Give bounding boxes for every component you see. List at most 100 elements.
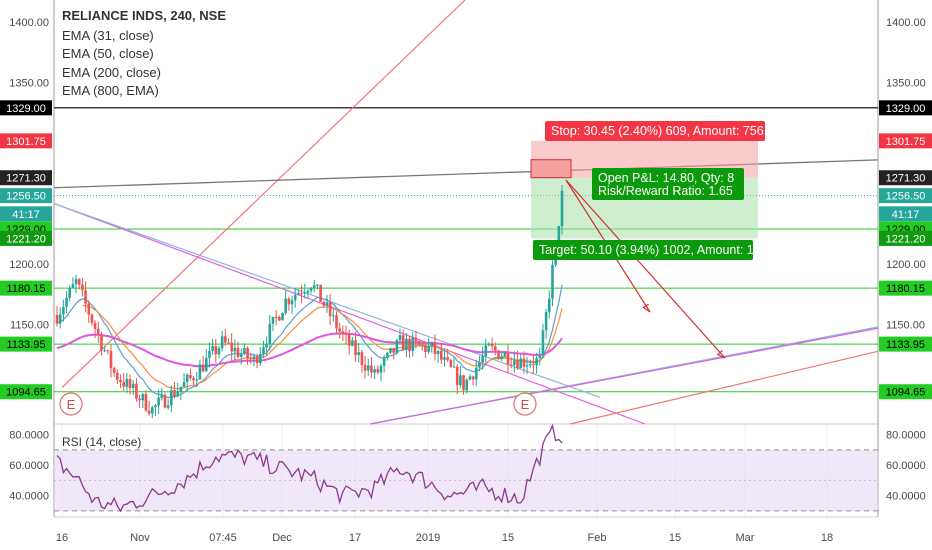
x-tick-label: 18 [821, 532, 833, 544]
candle-body [163, 394, 167, 408]
candle-body [312, 285, 316, 288]
trendline-magenta-down [53, 202, 646, 425]
candle-body [185, 374, 189, 382]
candle-body [220, 336, 224, 349]
candle-body [281, 313, 284, 321]
rsi-band [54, 449, 878, 512]
candle-body [87, 303, 91, 315]
candle-body [484, 345, 488, 357]
candle-body [478, 362, 481, 368]
candle-body [144, 393, 148, 411]
candle-body [341, 331, 345, 334]
rsi-tick-left: 60.0000 [9, 460, 49, 472]
legend-ema-50: EMA (50, close) [62, 46, 154, 61]
horizontal-levels [54, 107, 878, 393]
price-tag-right [879, 280, 932, 296]
candle-body [65, 297, 68, 307]
candle-body [541, 330, 545, 356]
price-tick-right: 1150.00 [886, 320, 925, 332]
price-tag-left-label: 1271.30 [6, 173, 46, 185]
price-tag-right [879, 206, 932, 222]
candle-body [77, 279, 81, 285]
stop-label-box-text: Stop: 30.45 (2.40%) 609, Amount: 756.4 [551, 124, 774, 138]
candle-body [208, 350, 211, 358]
rsi-tick-left: 80.0000 [9, 430, 49, 442]
rsi-tick-right: 40.0000 [886, 491, 926, 503]
price-tag-right-label: 1221.20 [886, 233, 926, 245]
candle-body [81, 284, 84, 291]
target-label-box-text: Target: 50.10 (3.94%) 1002, Amount: 1400… [539, 243, 785, 257]
stop-label-box [545, 121, 765, 141]
candle-body [182, 381, 186, 387]
candle-body [557, 226, 561, 240]
price-tag-right [879, 336, 932, 352]
candle-body [535, 357, 538, 366]
candle-body [170, 390, 173, 406]
candle-body [157, 397, 160, 406]
legend-ema-800: EMA (800, EMA) [62, 83, 159, 98]
ema-50-line [82, 304, 563, 390]
candle-body [347, 334, 351, 346]
rsi-label: RSI (14, close) [62, 435, 141, 449]
candle-body [525, 365, 529, 367]
candle-body [436, 350, 440, 355]
candle-body [300, 293, 303, 295]
candle-body [278, 316, 281, 321]
candle-body [468, 376, 472, 380]
candle-body [344, 333, 348, 335]
candle-body [303, 292, 307, 294]
candle-body [316, 284, 319, 286]
price-tag-left-label: 1301.75 [6, 136, 46, 148]
candle-body [446, 357, 449, 361]
candle-body [322, 301, 326, 306]
earnings-marker-label: E [67, 397, 76, 412]
arrow-to-trendline-head [716, 349, 726, 359]
candle-body [255, 356, 259, 363]
candle-body [160, 394, 164, 398]
candle-body [395, 340, 399, 353]
price-tag-left [0, 188, 52, 204]
candle-body [306, 290, 310, 293]
candle-body [262, 347, 265, 354]
price-tag-left-label: 1180.15 [7, 283, 46, 295]
candle-body [509, 364, 513, 366]
candle-body [201, 364, 205, 372]
price-tag-right-label: 1301.75 [886, 136, 926, 148]
candle-body [471, 376, 475, 380]
candle-body [465, 379, 469, 391]
candlesticks [55, 184, 564, 419]
candle-body [119, 379, 122, 383]
arrow-to-trendline [565, 179, 726, 359]
candle-body [125, 379, 129, 387]
candle-body [494, 346, 497, 351]
candle-body [189, 374, 192, 379]
candle-body [490, 343, 494, 347]
pnl-box-text: Open P&L: 14.80, Qty: 8 [598, 171, 734, 185]
price-tag-left [0, 384, 52, 400]
candle-body [173, 390, 176, 397]
candle-body [258, 353, 262, 363]
candle-body [325, 302, 329, 306]
candle-body [481, 356, 484, 363]
candle-body [71, 284, 75, 288]
pane-areas [53, 0, 879, 518]
candle-body [370, 365, 373, 373]
candle-body [405, 338, 408, 350]
candle-body [386, 352, 389, 358]
price-tag-left-label: 1256.50 [6, 191, 46, 203]
trendline-red-bottom [569, 350, 879, 425]
symbol-title: RELIANCE INDS, 240, NSE [62, 8, 226, 23]
arrow-to-1150-head [642, 303, 651, 313]
price-tick-right: 1350.00 [886, 77, 926, 89]
candle-body [414, 337, 418, 342]
x-tick-label: 17 [349, 532, 361, 544]
legend-ema-200: EMA (200, close) [62, 65, 161, 80]
legend-ema-31: EMA (31, close) [62, 28, 154, 43]
price-tick-left: 1200.00 [9, 259, 49, 271]
candle-body [462, 375, 465, 391]
candle-body [265, 343, 268, 348]
price-tag-left [0, 100, 52, 116]
candle-body [459, 375, 462, 386]
candle-body [106, 350, 110, 352]
